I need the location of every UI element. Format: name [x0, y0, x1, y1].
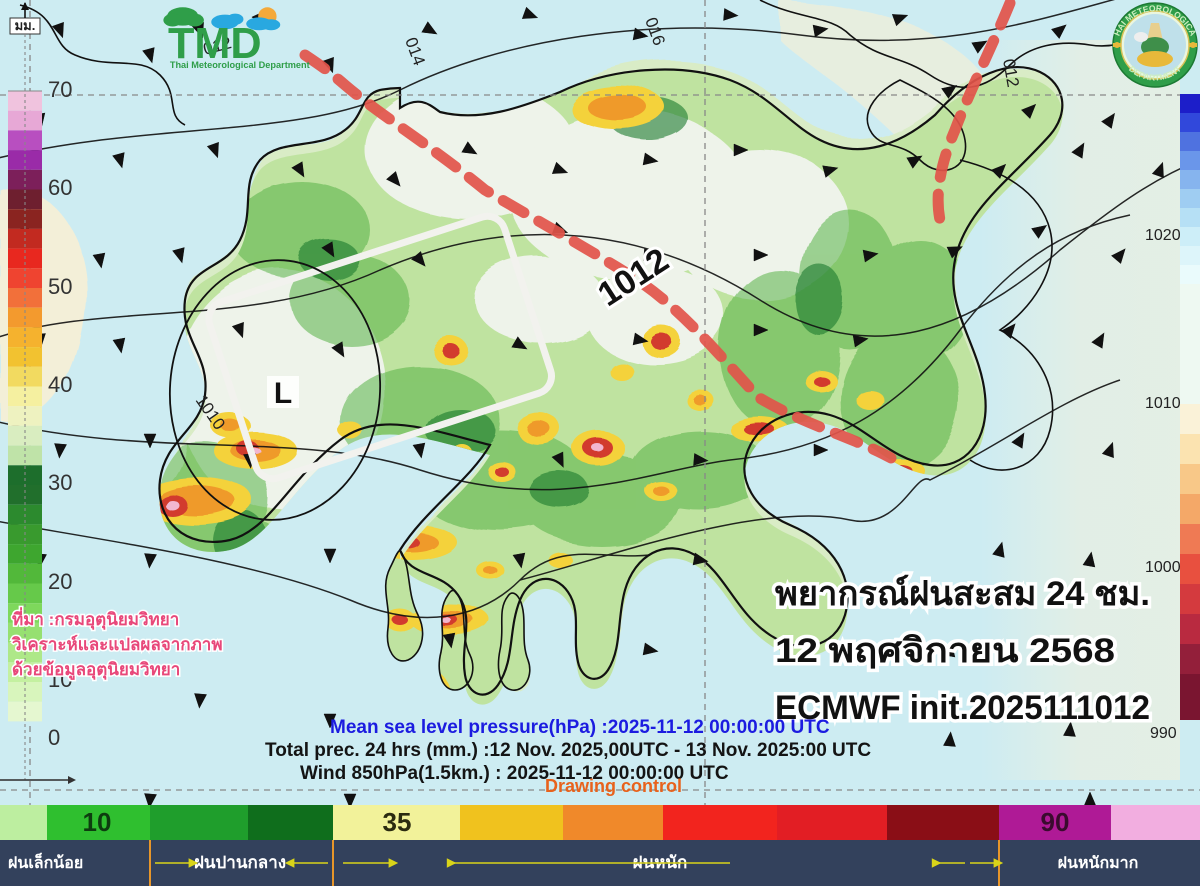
- svg-text:ฝนเล็กน้อย: ฝนเล็กน้อย: [8, 851, 83, 872]
- svg-text:30: 30: [48, 470, 72, 495]
- svg-text:พยากรณ์ฝนสะสม 24 ชม.: พยากรณ์ฝนสะสม 24 ชม.: [775, 574, 1150, 613]
- svg-text:90: 90: [1041, 807, 1070, 837]
- svg-text:20: 20: [48, 569, 72, 594]
- svg-text:L: L: [274, 377, 292, 410]
- svg-text:วิเคราะห์และแปลผลจากภาพ: วิเคราะห์และแปลผลจากภาพ: [12, 634, 223, 654]
- svg-text:70: 70: [48, 77, 72, 102]
- svg-text:ECMWF init.2025111012: ECMWF init.2025111012: [775, 689, 1150, 727]
- svg-text:ที่มา :กรมอุตุนิยมวิทยา: ที่มา :กรมอุตุนิยมวิทยา: [12, 607, 179, 630]
- svg-text:1000: 1000: [1145, 559, 1181, 576]
- svg-text:0: 0: [48, 725, 60, 750]
- svg-text:1020: 1020: [1145, 227, 1181, 244]
- svg-text:12 พฤศจิกายน 2568: 12 พฤศจิกายน 2568: [775, 632, 1115, 670]
- svg-text:Total prec. 24 hrs (mm.) :12 N: Total prec. 24 hrs (mm.) :12 Nov. 2025,0…: [265, 740, 871, 761]
- svg-text:ฝนปานกลาง: ฝนปานกลาง: [194, 853, 286, 872]
- svg-text:10: 10: [83, 807, 112, 837]
- svg-text:35: 35: [383, 807, 412, 837]
- svg-text:40: 40: [48, 372, 72, 397]
- svg-text:60: 60: [48, 175, 72, 200]
- svg-text:Mean sea level pressure(hPa) :: Mean sea level pressure(hPa) :2025-11-12…: [330, 717, 830, 738]
- svg-text:ฝนหนักมาก: ฝนหนักมาก: [1058, 854, 1139, 872]
- svg-text:มม.: มม.: [15, 18, 36, 33]
- svg-text:Drawing control: Drawing control: [545, 776, 682, 796]
- svg-text:990: 990: [1150, 725, 1177, 742]
- svg-text:Thai Meteorological Department: Thai Meteorological Department: [170, 60, 310, 70]
- svg-text:1010: 1010: [1145, 395, 1181, 412]
- svg-text:50: 50: [48, 274, 72, 299]
- svg-text:ด้วยข้อมูลอุตุนิยมวิทยา: ด้วยข้อมูลอุตุนิยมวิทยา: [12, 660, 180, 681]
